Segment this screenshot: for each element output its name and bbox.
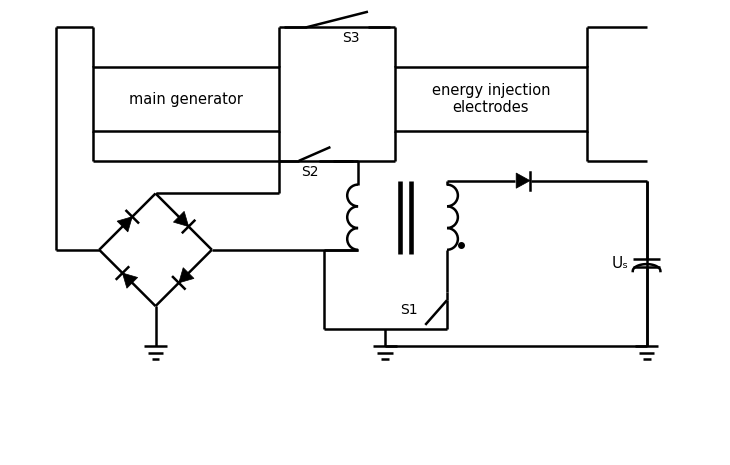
Text: S2: S2 [301, 165, 318, 179]
Text: main generator: main generator [129, 92, 243, 106]
Text: energy injection
electrodes: energy injection electrodes [431, 83, 550, 115]
Polygon shape [516, 173, 530, 188]
Polygon shape [179, 268, 194, 283]
Text: Uₛ: Uₛ [612, 256, 629, 271]
Text: S1: S1 [400, 303, 418, 317]
Polygon shape [123, 273, 138, 288]
Text: S3: S3 [342, 32, 359, 46]
Bar [93, 67, 279, 131]
Polygon shape [117, 217, 132, 232]
Polygon shape [174, 212, 188, 226]
Bar [395, 67, 588, 131]
